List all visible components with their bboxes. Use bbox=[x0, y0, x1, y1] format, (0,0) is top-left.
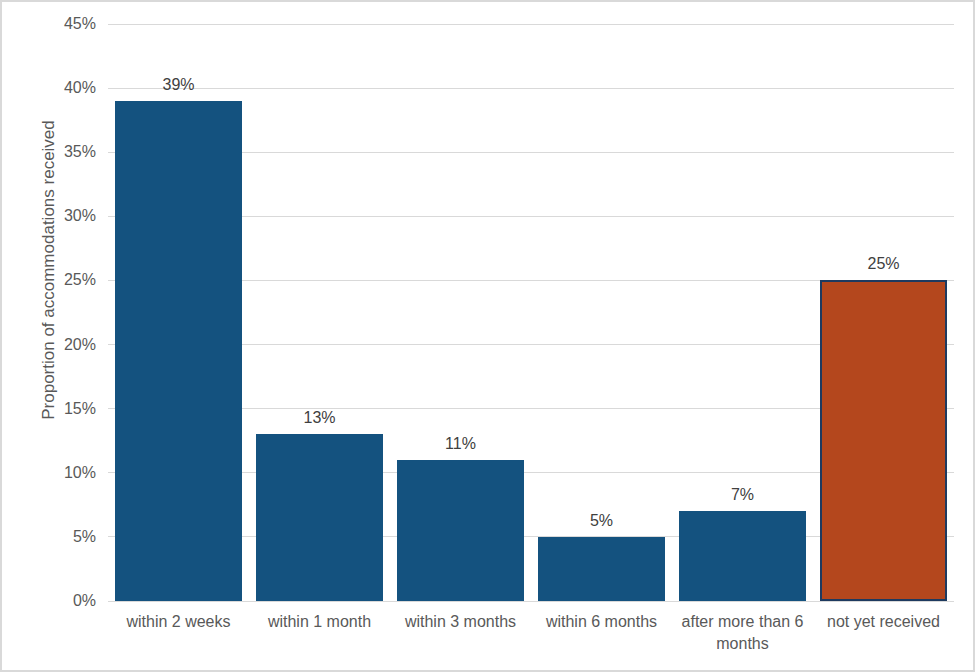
y-axis-tick-label: 40% bbox=[38, 78, 96, 98]
category-label: not yet received bbox=[809, 611, 958, 633]
bar-within-1-month bbox=[256, 434, 383, 601]
bar-within-6-months bbox=[538, 537, 665, 601]
category-label: within 1 month bbox=[245, 611, 394, 633]
bar-chart-figure: Proportion of accommodations received 0%… bbox=[0, 0, 975, 672]
bar-within-3-months bbox=[397, 460, 524, 601]
y-axis-tick-label: 15% bbox=[38, 399, 96, 419]
bar-after-more-than-6-months bbox=[679, 511, 806, 601]
y-axis-tick-label: 5% bbox=[38, 527, 96, 547]
data-label: 25% bbox=[813, 253, 954, 275]
data-label: 5% bbox=[531, 510, 672, 532]
category-label: after more than 6 months bbox=[668, 611, 817, 655]
data-label: 11% bbox=[390, 433, 531, 455]
category-label: within 3 months bbox=[386, 611, 535, 633]
category-label: within 6 months bbox=[527, 611, 676, 633]
bar-within-2-weeks bbox=[115, 101, 242, 601]
data-label: 7% bbox=[672, 484, 813, 506]
gridline bbox=[108, 24, 954, 25]
bar-not-yet-received bbox=[820, 280, 947, 601]
y-axis-tick-label: 35% bbox=[38, 142, 96, 162]
y-axis-tick-label: 45% bbox=[38, 14, 96, 34]
y-axis-tick-label: 30% bbox=[38, 206, 96, 226]
y-axis-tick-label: 20% bbox=[38, 335, 96, 355]
y-axis-tick-label: 25% bbox=[38, 270, 96, 290]
category-label: within 2 weeks bbox=[104, 611, 253, 633]
y-axis-tick-label: 0% bbox=[38, 591, 96, 611]
data-label: 39% bbox=[108, 74, 249, 96]
y-axis-tick-label: 10% bbox=[38, 463, 96, 483]
data-label: 13% bbox=[249, 407, 390, 429]
